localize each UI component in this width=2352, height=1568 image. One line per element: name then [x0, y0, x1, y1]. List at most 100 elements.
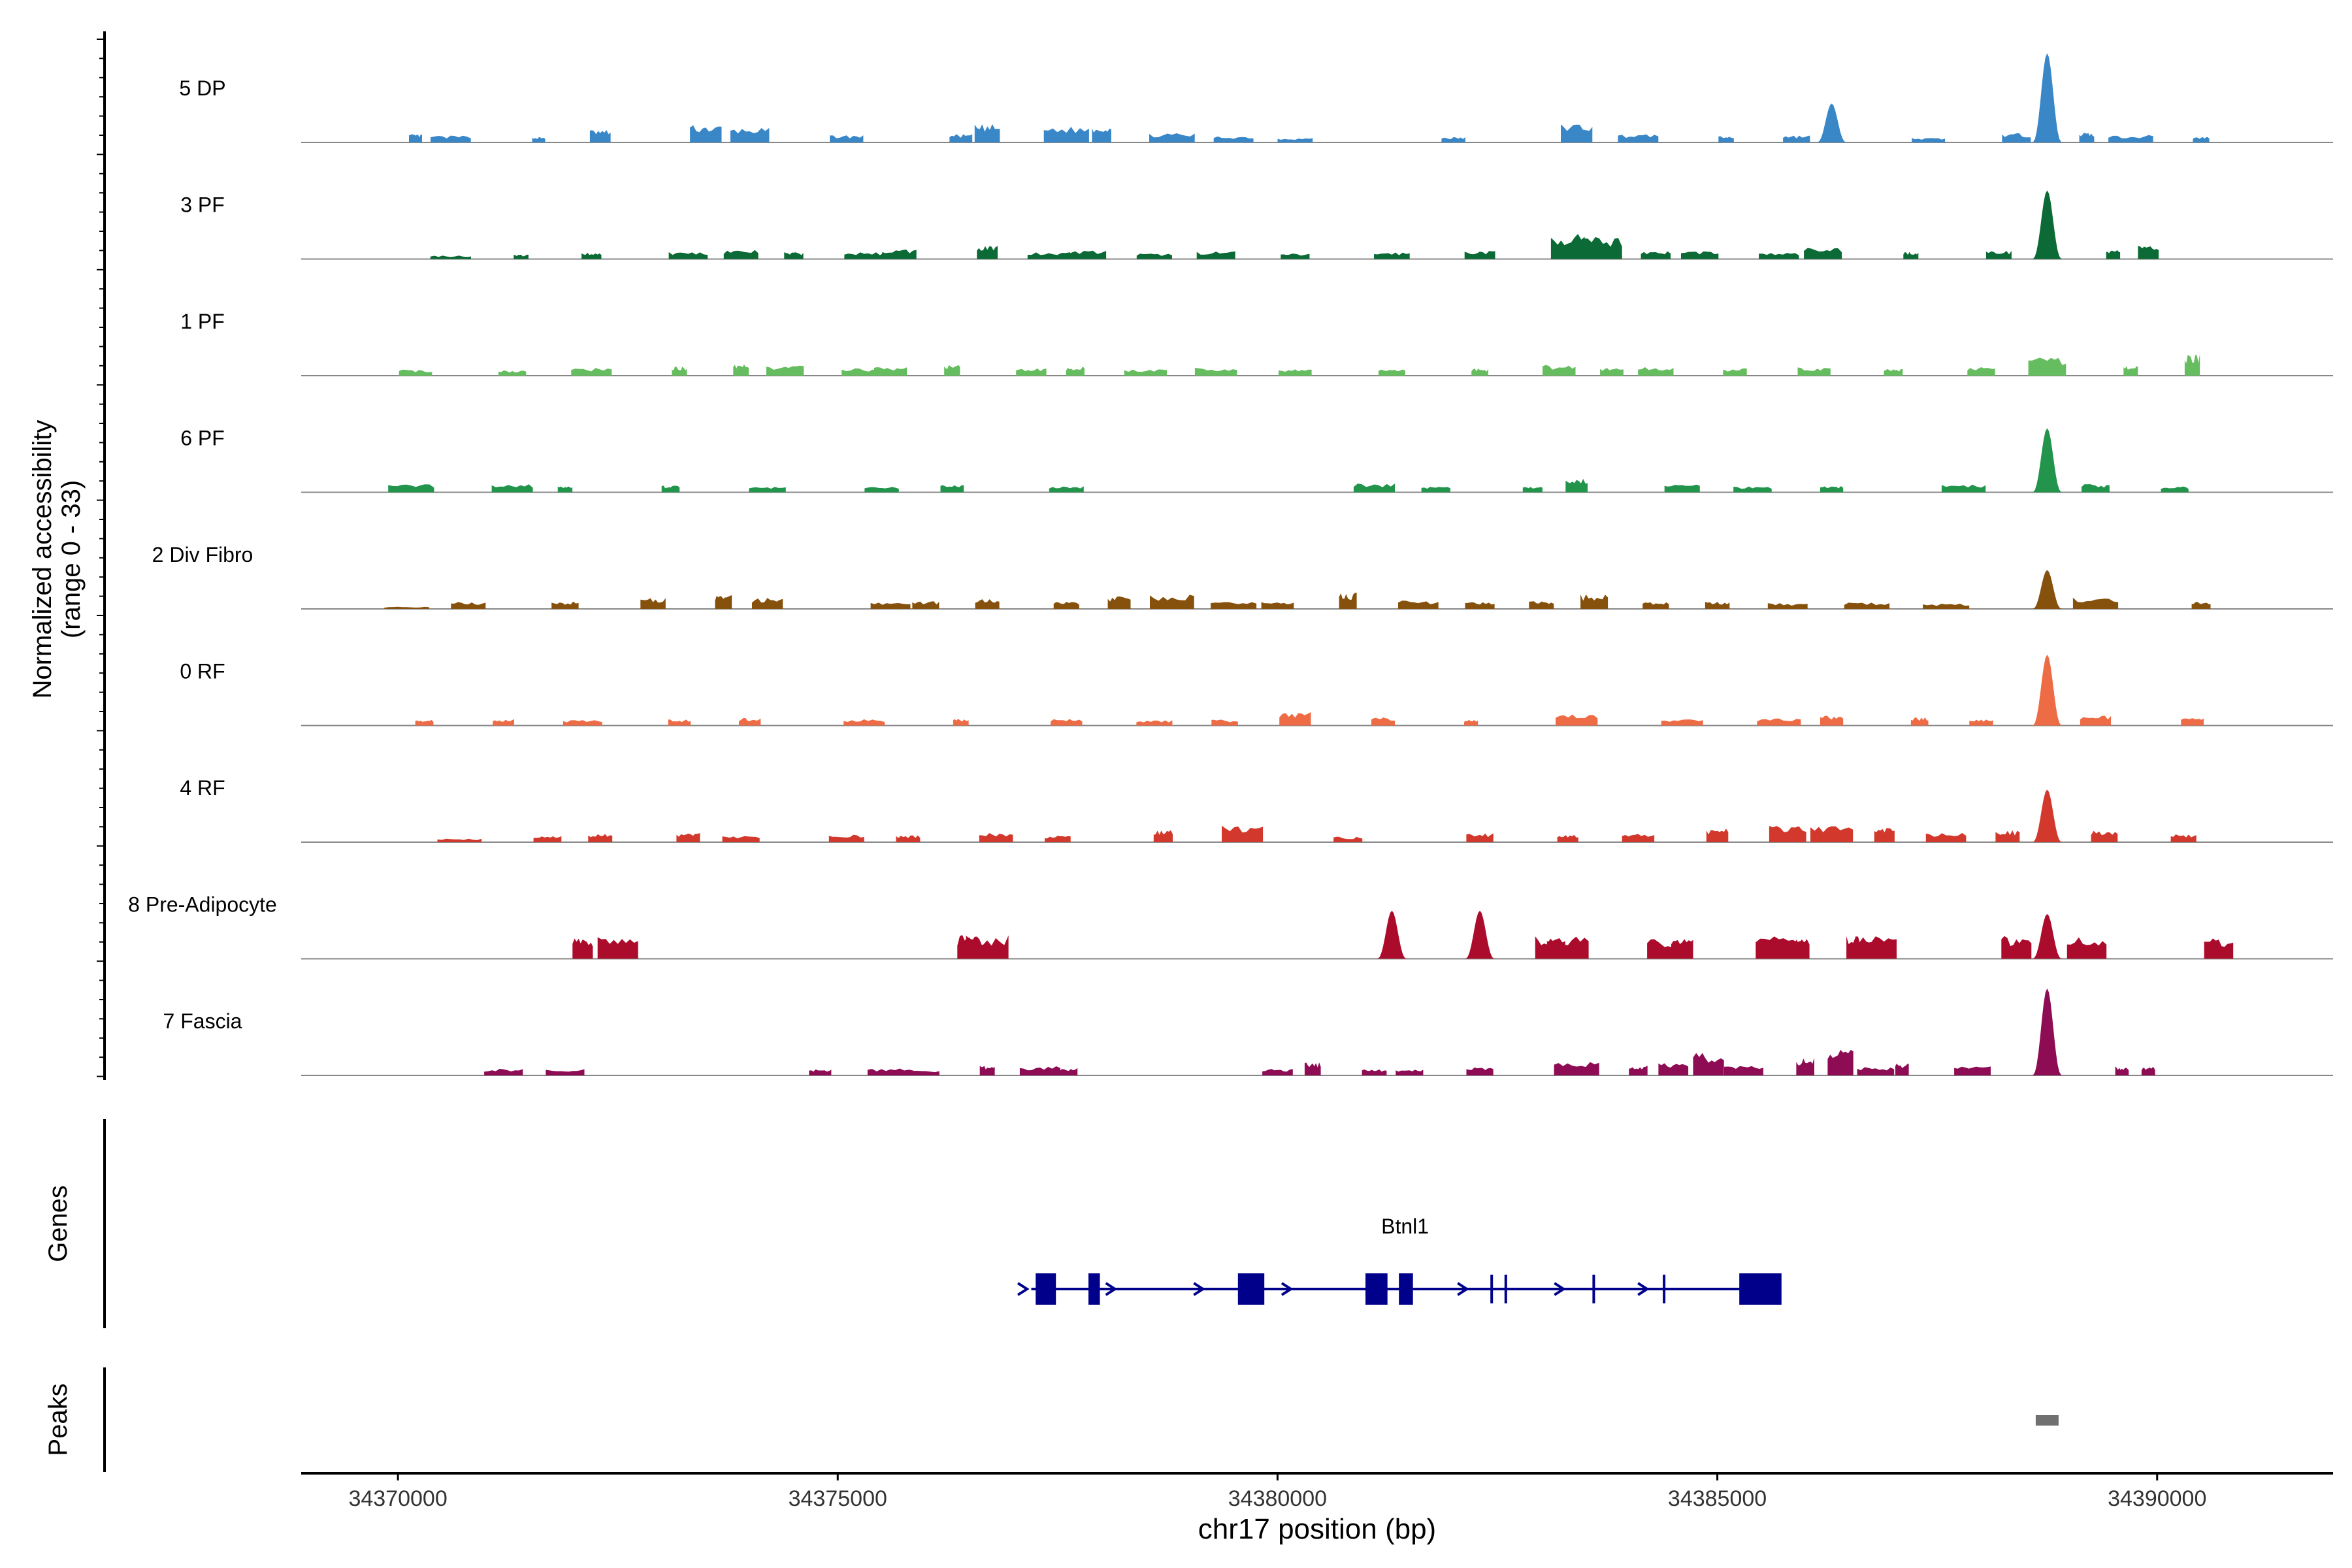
x-tick-label: 34385000 [1668, 1486, 1767, 1511]
track-0-rf: 0 RF [180, 655, 2333, 727]
coverage-peak [415, 719, 434, 726]
coverage-peak [2031, 789, 2063, 842]
coverage-peak [640, 598, 666, 609]
coverage-peak [551, 601, 579, 609]
coverage-peak [1671, 939, 1693, 959]
coverage-peak [1638, 367, 1674, 376]
coverage-peak [1759, 253, 1799, 259]
peak-region [2035, 1415, 2059, 1426]
coverage-peak [843, 719, 885, 726]
coverage-peak [1820, 715, 1844, 726]
coverage-peak [1062, 250, 1107, 259]
x-tick-label: 34375000 [789, 1486, 887, 1511]
strand-arrow [1554, 1282, 1566, 1296]
coverage-peak [1465, 602, 1495, 609]
coverage-peak [533, 836, 562, 842]
coverage-peak [1557, 834, 1578, 842]
coverage-peak [1353, 483, 1396, 493]
coverage-peak [2031, 913, 2063, 959]
coverage-peak [1556, 714, 1598, 726]
coverage-peak [1723, 368, 1747, 376]
y-axis-title-line1: Normalized accessibility [28, 420, 57, 699]
coverage-peak [1681, 251, 1719, 259]
gene-exon [1739, 1273, 1782, 1305]
gene-model-btnl1 [1017, 1273, 1782, 1305]
coverage-peak [912, 601, 939, 609]
track-label: 7 Fascia [163, 1009, 242, 1033]
coverage-peak [2091, 830, 2118, 842]
coverage-peak [2080, 715, 2112, 726]
coverage-peak [809, 1069, 832, 1075]
coverage-peak [1757, 718, 1801, 726]
track-label: 1 PF [180, 310, 225, 333]
coverage-peak [1277, 138, 1313, 142]
track-label: 2 Div Fibro [152, 543, 253, 566]
coverage-peak [1194, 368, 1237, 376]
coverage-peak [1124, 369, 1168, 376]
coverage-peak [2123, 366, 2138, 376]
coverage-peak [1767, 603, 1808, 609]
strand-arrow [1281, 1282, 1294, 1296]
coverage-peak [1693, 1053, 1724, 1075]
coverage-peak [1529, 601, 1554, 609]
coverage-peak [1561, 124, 1593, 142]
coverage-peak [2072, 597, 2119, 609]
coverage-peak [1421, 487, 1450, 493]
coverage-peak [668, 719, 691, 726]
gene-exon [1592, 1275, 1595, 1303]
coverage-peak [1150, 595, 1194, 609]
coverage-peak [431, 135, 471, 142]
coverage-peak [1466, 1067, 1494, 1075]
coverage-peak [1066, 367, 1085, 376]
strand-arrow [1457, 1282, 1469, 1296]
coverage-peak [384, 606, 429, 609]
coverage-peak [882, 249, 917, 259]
coverage-peak [1019, 1066, 1060, 1075]
coverage-peak [1910, 717, 1929, 726]
coverage-peak [894, 1070, 939, 1075]
gene-exon [1504, 1275, 1507, 1303]
coverage-peak [1705, 602, 1730, 609]
coverage-peak [940, 485, 964, 493]
track-label: 0 RF [180, 660, 225, 683]
coverage-peak [966, 935, 1009, 959]
coverage-peak [1941, 484, 1986, 493]
coverage-peak [1339, 593, 1357, 609]
coverage-peak [546, 1069, 585, 1075]
coverage-peak [1211, 719, 1238, 726]
coverage-peak [715, 595, 732, 609]
coverage-peak [1464, 720, 1478, 726]
gene-exon [1365, 1273, 1388, 1305]
coverage-peak [1642, 602, 1669, 609]
coverage-peak [1783, 939, 1810, 959]
coverage-peak [437, 838, 482, 842]
coverage-peak [1796, 1058, 1814, 1075]
coverage-peak [1769, 826, 1806, 842]
x-tick-label: 34390000 [2108, 1486, 2206, 1511]
coverage-peak [1565, 478, 1588, 493]
coverage-peak [2204, 938, 2234, 959]
coverage-peak [1874, 828, 1895, 842]
coverage-peak [493, 719, 514, 726]
coverage-peak [953, 719, 969, 726]
x-tick-label: 34370000 [348, 1486, 447, 1511]
coverage-peak [1967, 367, 1995, 376]
coverage-peak [949, 134, 973, 142]
coverage-peak [1441, 137, 1465, 142]
coverage-peak [1092, 128, 1111, 142]
coverage-peak [1471, 368, 1488, 376]
coverage-peak [979, 833, 1013, 842]
coverage-peak [896, 835, 921, 842]
track-label: 4 RF [180, 776, 225, 800]
coverage-peak [498, 370, 527, 376]
coverage-peak [1027, 252, 1070, 259]
coverage-peak [752, 598, 783, 609]
coverage-peak [2079, 133, 2095, 142]
coverage-peak [2066, 937, 2107, 959]
coverage-peak [1664, 484, 1700, 493]
coverage-peak [1995, 830, 2020, 842]
coverage-peak [588, 834, 613, 842]
coverage-peak [2031, 570, 2063, 609]
coverage-peak [1618, 134, 1659, 142]
coverage-peak [1262, 1069, 1293, 1075]
